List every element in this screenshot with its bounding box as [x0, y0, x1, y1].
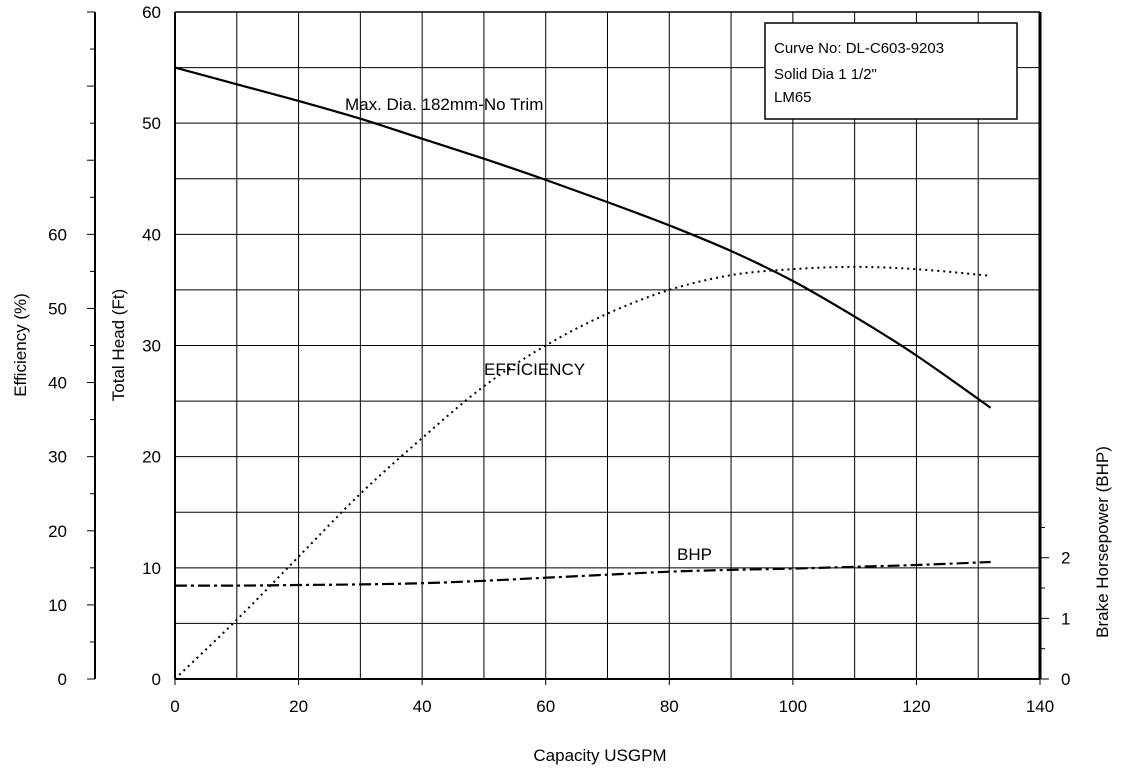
efficiency-curve-label: EFFICIENCY — [484, 360, 585, 379]
x-axis-title: Capacity USGPM — [533, 746, 666, 765]
head-tick-label: 0 — [152, 670, 161, 689]
efficiency-tick-label: 0 — [58, 670, 67, 689]
x-tick-label: 80 — [660, 697, 679, 716]
bhp-axis-title: Brake Horsepower (BHP) — [1093, 446, 1112, 638]
bhp-curve-label: BHP — [677, 545, 712, 564]
x-tick-label: 120 — [902, 697, 930, 716]
head-axis-title: Total Head (Ft) — [109, 289, 128, 401]
curves — [174, 66, 992, 680]
efficiency-axis-title: Efficiency (%) — [11, 293, 30, 397]
bhp-tick-label: 1 — [1061, 609, 1070, 628]
head-tick-label: 20 — [142, 448, 161, 467]
bhp-tick-label: 0 — [1061, 670, 1070, 689]
info-box: Curve No: DL-C603-9203 Solid Dia 1 1/2" … — [764, 22, 1018, 120]
info-box-frame — [764, 22, 1018, 120]
efficiency-tick-label: 20 — [48, 522, 67, 541]
efficiency-tick-label: 40 — [48, 374, 67, 393]
x-tick-label: 100 — [779, 697, 807, 716]
efficiency-tick-label: 50 — [48, 299, 67, 318]
head-tick-label: 60 — [142, 3, 161, 22]
head-tick-label: 40 — [142, 225, 161, 244]
x-tick-label: 40 — [413, 697, 432, 716]
head-tick-label: 10 — [142, 559, 161, 578]
info-model: LM65 — [774, 89, 812, 106]
info-solid-diameter: Solid Dia 1 1/2" — [774, 66, 877, 83]
efficiency-tick-label: 10 — [48, 596, 67, 615]
head-tick-label: 30 — [142, 337, 161, 356]
info-curve-number: Curve No: DL-C603-9203 — [774, 40, 944, 57]
bhp-curve — [174, 560, 991, 587]
x-tick-label: 60 — [536, 697, 555, 716]
bhp-tick-label: 2 — [1061, 549, 1070, 568]
x-tick-label: 0 — [170, 697, 179, 716]
head-curve-label: Max. Dia. 182mm-No Trim — [345, 95, 543, 114]
efficiency-tick-label: 30 — [48, 448, 67, 467]
head-tick-label: 50 — [142, 114, 161, 133]
grid-lines — [175, 12, 1040, 679]
head-curve — [174, 66, 992, 409]
efficiency-curve — [174, 265, 991, 680]
axes — [87, 11, 1049, 685]
x-tick-label: 140 — [1026, 697, 1054, 716]
efficiency-tick-label: 60 — [48, 225, 67, 244]
x-tick-label: 20 — [289, 697, 308, 716]
